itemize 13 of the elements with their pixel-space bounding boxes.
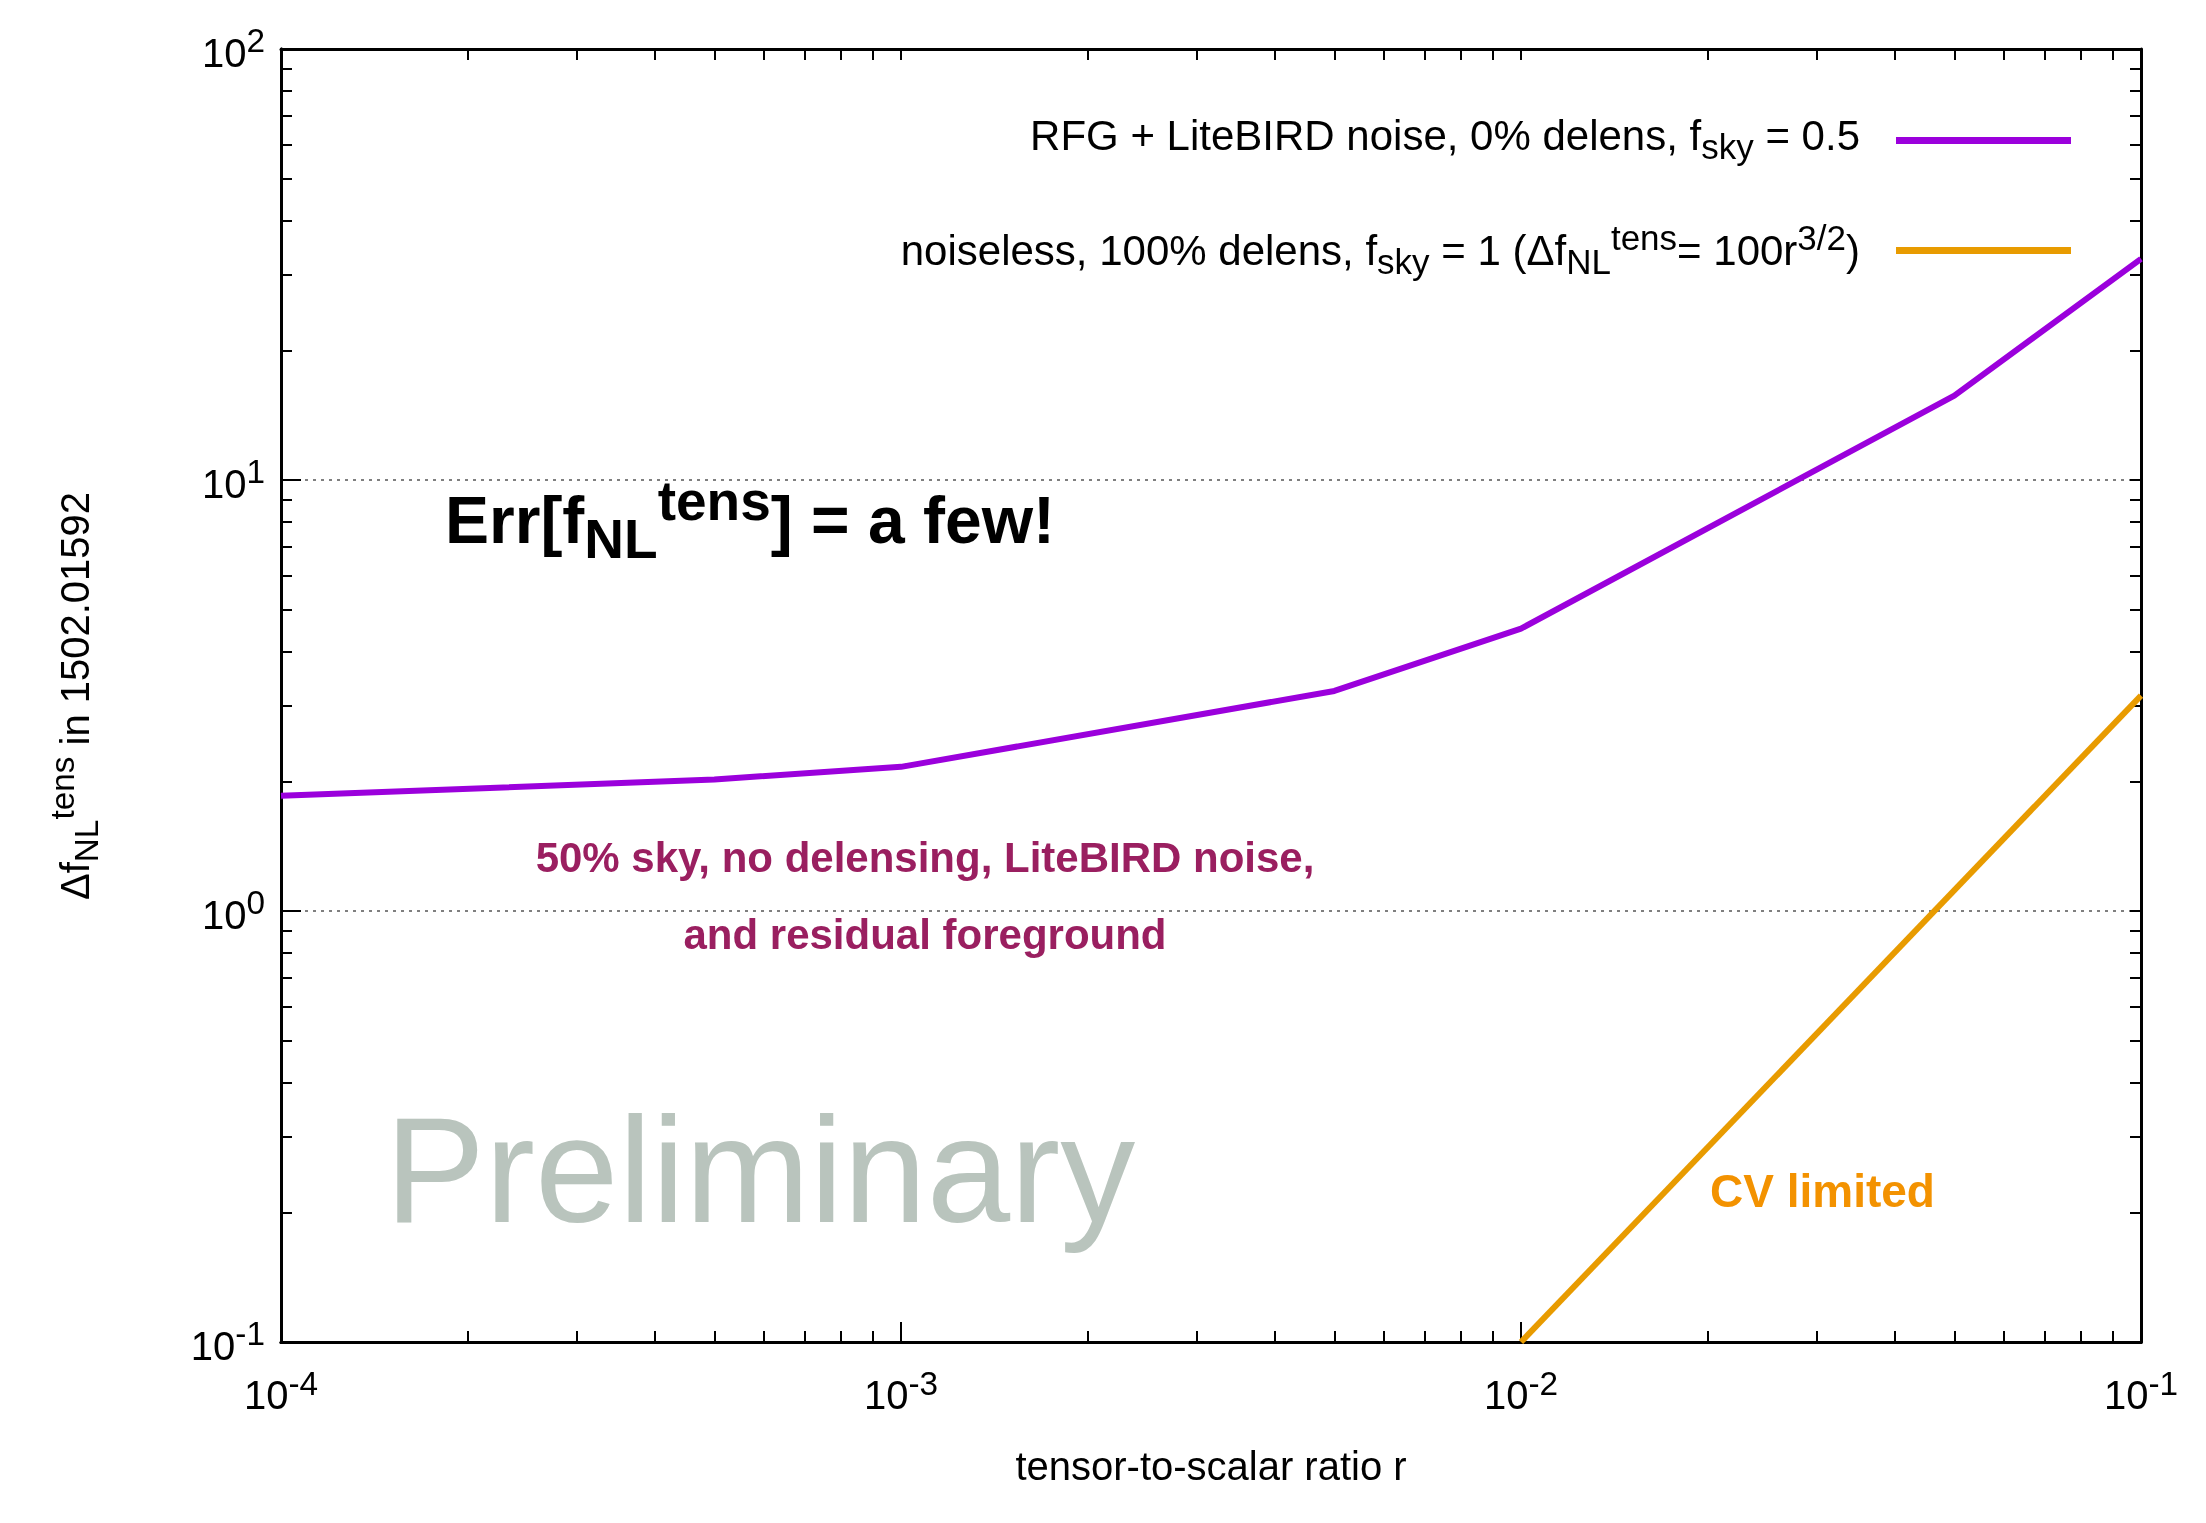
y-tick-label: 10$^{1}$ [201,452,265,508]
y-tick-label: 10$^{0}$ [201,883,265,939]
annotation: 50% sky, no delensing, LiteBIRD noise, and residual foreground [535,833,1315,960]
annotation: Err[f$_{NL}$$^{tens}$] = a few! [445,469,1056,572]
annotation: CV limited [1710,1164,1935,1220]
x-tick-label: 10$^{-1}$ [2103,1364,2179,1420]
y-tick-label: 10$^{2}$ [201,21,265,77]
x-axis-title: tensor-to-scalar ratio r [1015,1443,1407,1490]
annotation: Preliminary [385,1085,1136,1256]
x-tick-label: 10$^{-2}$ [1483,1364,1559,1420]
x-tick-label: 10$^{-3}$ [863,1364,939,1420]
legend-label: noiseless, 100% delens, f$_{sky}$ = 1 (Δf$_{NL}$$^{tens}$= 100r$^{3/2}$) [900,217,1860,283]
legend-label: RFG + LiteBIRD noise, 0% delens, f$_{sky}$ = 0.5 [1030,112,1860,168]
